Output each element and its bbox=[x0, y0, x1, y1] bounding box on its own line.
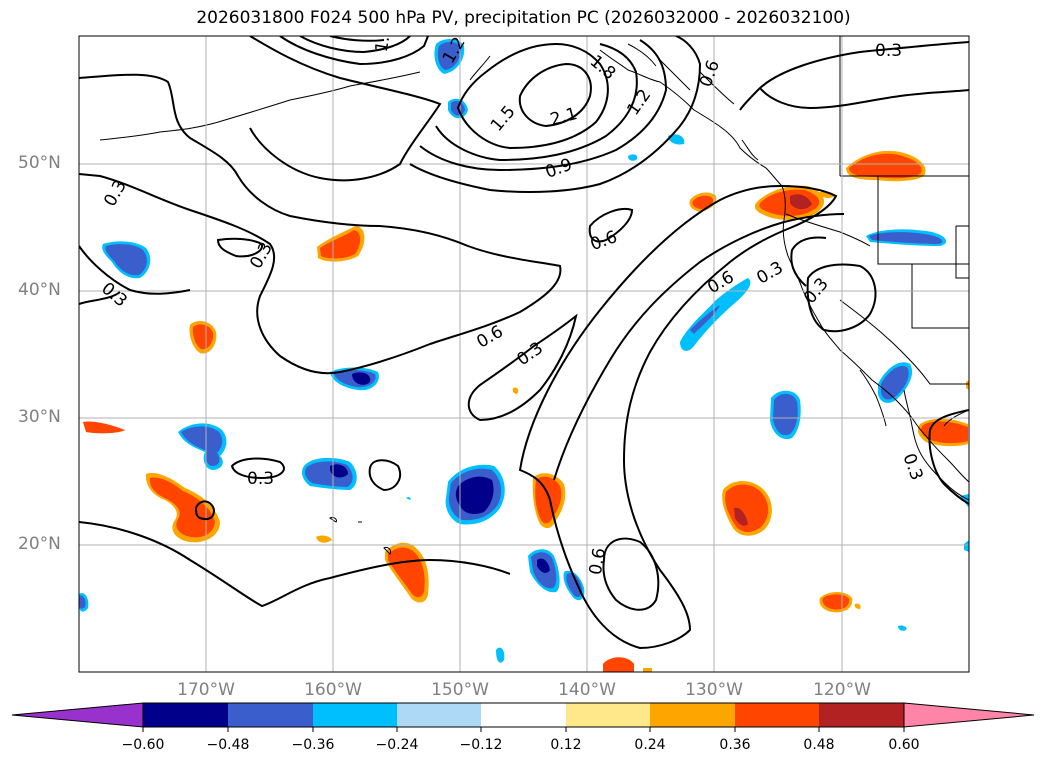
colorbar-tick-label: −0.24 bbox=[375, 737, 419, 753]
contour-label: 1.5 bbox=[372, 24, 396, 54]
colorbar bbox=[11, 702, 1035, 732]
coastlines bbox=[99, 36, 969, 555]
colorbar-tick-label: −0.60 bbox=[121, 737, 165, 753]
map-border bbox=[78, 35, 970, 673]
colorbar-swatch bbox=[228, 703, 313, 727]
lon-label-150w: 150°W bbox=[431, 680, 489, 700]
colorbar-swatch bbox=[566, 703, 650, 727]
colorbar-tick-label: 0.48 bbox=[803, 737, 835, 753]
lat-label-30n: 30°N bbox=[18, 407, 61, 427]
lon-label-160w: 160°W bbox=[304, 680, 362, 700]
contour-label: 0.6 bbox=[586, 546, 610, 576]
lat-label-40n: 40°N bbox=[18, 280, 61, 300]
lon-label-170w: 170°W bbox=[177, 680, 235, 700]
contour-label: 0.3 bbox=[247, 469, 274, 489]
map-title: 2026031800 F024 500 hPa PV, precipitatio… bbox=[196, 8, 851, 28]
pv-contours bbox=[79, 36, 969, 650]
colorbar-swatch bbox=[735, 703, 819, 727]
colorbar-tick-label: 0.24 bbox=[634, 737, 666, 753]
colorbar-tick-label: −0.36 bbox=[291, 737, 335, 753]
colorbar-extend-max bbox=[903, 702, 1035, 728]
precip-positive-anomalies bbox=[83, 150, 969, 672]
lat-label-20n: 20°N bbox=[18, 534, 61, 554]
colorbar-tick-label: 0.12 bbox=[550, 737, 582, 753]
colorbar-swatch bbox=[481, 703, 566, 727]
lon-label-120w: 120°W bbox=[813, 680, 871, 700]
colorbar-tick-label: 0.36 bbox=[719, 737, 751, 753]
colorbar-swatch bbox=[650, 703, 735, 727]
colorbar-swatch bbox=[819, 703, 904, 727]
contour-label: 0.3 bbox=[875, 41, 902, 61]
colorbar-tick-label: −0.48 bbox=[206, 737, 250, 753]
lon-label-140w: 140°W bbox=[558, 680, 616, 700]
lat-label-50n: 50°N bbox=[18, 153, 61, 173]
lon-label-130w: 130°W bbox=[685, 680, 743, 700]
colorbar-swatch bbox=[397, 703, 481, 727]
colorbar-tick-label: 0.60 bbox=[888, 737, 920, 753]
colorbar-swatch bbox=[313, 703, 397, 727]
colorbar-extend-min bbox=[11, 702, 144, 728]
graticule bbox=[79, 36, 969, 672]
colorbar-tick-label: −0.12 bbox=[459, 737, 503, 753]
colorbar-swatch bbox=[143, 703, 228, 727]
